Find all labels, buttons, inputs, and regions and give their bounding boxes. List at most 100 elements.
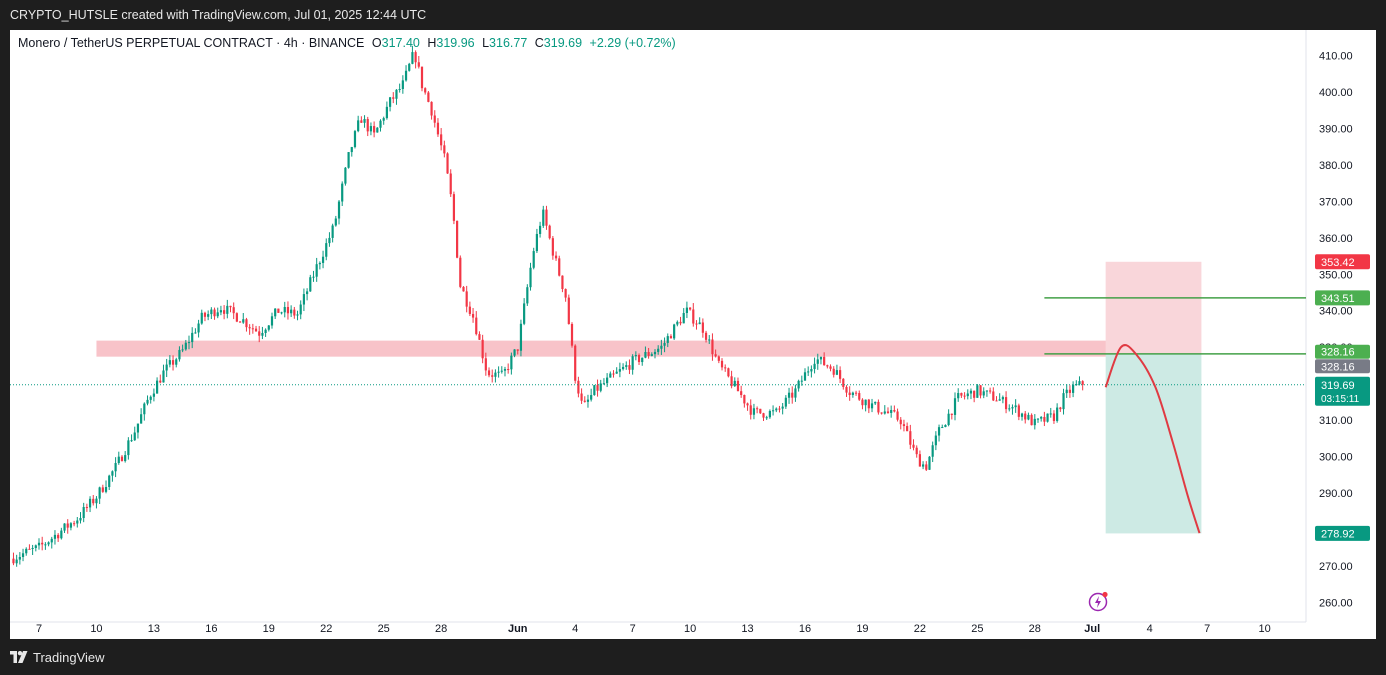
candle-body — [893, 410, 896, 412]
candle-body — [743, 395, 746, 404]
candle-body — [261, 333, 264, 336]
candle-body — [641, 357, 644, 363]
candle-body — [880, 412, 883, 414]
candle-body — [947, 413, 950, 425]
candle-body — [727, 368, 730, 377]
y-tick-label: 410.00 — [1319, 51, 1353, 63]
candle-body — [28, 548, 31, 550]
candle-body — [162, 370, 165, 383]
candle-body — [998, 399, 1001, 401]
candle-body — [1024, 413, 1027, 420]
x-tick-label: 19 — [263, 623, 275, 635]
candle-body — [404, 70, 408, 81]
candle-body — [989, 390, 992, 392]
candle-body — [411, 52, 414, 64]
candle-body — [775, 408, 778, 411]
candle-body — [388, 97, 392, 107]
y-tick-label: 340.00 — [1319, 306, 1353, 318]
candle-body — [226, 305, 229, 314]
x-tick-label: 19 — [856, 623, 868, 635]
candle-body — [408, 63, 411, 71]
candle-body — [1081, 381, 1084, 385]
candle-body — [283, 306, 286, 313]
candle-body — [1075, 384, 1078, 386]
x-tick-label: 13 — [148, 623, 160, 635]
candle-body — [921, 464, 925, 467]
candle-body — [187, 342, 191, 344]
x-tick-label: 10 — [1258, 623, 1270, 635]
candle-body — [31, 547, 34, 549]
chart-panel[interactable]: 410.00 400.00 390.00 380.00 370.00 360.00 350.… — [10, 30, 1376, 639]
candle-body — [570, 323, 574, 346]
candle-body — [341, 183, 344, 202]
candle-body — [778, 408, 781, 410]
candle-body — [574, 345, 577, 381]
x-tick-label: 7 — [1204, 623, 1210, 635]
candle-body — [152, 393, 155, 397]
candle-body — [274, 308, 277, 317]
candle-body — [538, 225, 542, 234]
candle-body — [44, 544, 47, 546]
projection-curve — [1104, 344, 1201, 534]
y-tick-label: 400.00 — [1319, 87, 1353, 99]
candle-body — [325, 243, 328, 257]
candle-body — [357, 120, 360, 132]
candle-body — [839, 370, 842, 379]
candle-body — [290, 309, 293, 314]
candle-body — [756, 408, 759, 410]
candle-body — [953, 398, 957, 415]
candle-body — [1078, 381, 1081, 385]
candle-body — [373, 126, 376, 133]
candle-body — [883, 411, 886, 414]
candle-body — [730, 376, 733, 387]
candle-body — [1043, 416, 1046, 422]
candle-body — [337, 201, 341, 219]
candle-body — [459, 257, 462, 287]
candle-body — [427, 92, 430, 102]
x-tick-label: Jun — [508, 623, 528, 635]
candle-body — [653, 351, 657, 355]
candle-body — [114, 463, 117, 472]
candle-body — [223, 310, 226, 314]
candle-body — [395, 89, 398, 99]
price-chart[interactable]: 410.00 400.00 390.00 380.00 370.00 360.00 350.… — [10, 30, 1376, 639]
candle-body — [628, 365, 631, 370]
target-line-label — [1315, 290, 1370, 306]
candle-body — [334, 218, 337, 226]
candle-body — [53, 534, 57, 539]
chart-caption: CRYPTO_HUTSLE created with TradingView.c… — [10, 8, 427, 22]
legend-change: +2.29 (+0.72%) — [589, 36, 676, 50]
candle-body — [433, 115, 436, 123]
candle-body — [191, 332, 194, 343]
legend-high-label: H — [427, 36, 437, 50]
candle-body — [168, 360, 171, 365]
candle-body — [867, 399, 870, 409]
entry-price-label — [1315, 359, 1370, 374]
lightning-icon[interactable] — [1088, 590, 1110, 612]
candle-body — [797, 380, 800, 389]
target-price-label-text: 278.92 — [1321, 528, 1355, 540]
candle-body — [663, 342, 666, 346]
candle-body — [995, 400, 998, 402]
candle-body — [66, 523, 69, 528]
candle-body — [309, 277, 312, 292]
candle-body — [328, 237, 331, 244]
candle-body — [845, 386, 848, 393]
candle-body — [462, 286, 465, 292]
candle-body — [861, 399, 864, 406]
candle-body — [165, 364, 168, 371]
y-tick-label: 300.00 — [1319, 452, 1353, 464]
candle-body — [548, 225, 551, 239]
candle-body — [960, 393, 963, 396]
legend-close-value: 319.69 — [543, 36, 583, 50]
candle-body — [542, 209, 545, 226]
candle-body — [612, 373, 615, 375]
candle-body — [104, 487, 108, 492]
candle-body — [720, 360, 724, 368]
candle-body — [264, 329, 267, 334]
candle-body — [1011, 407, 1014, 409]
candle-body — [57, 534, 60, 539]
candle-body — [385, 106, 388, 119]
candle-body — [564, 289, 567, 298]
candle-body — [392, 97, 395, 99]
